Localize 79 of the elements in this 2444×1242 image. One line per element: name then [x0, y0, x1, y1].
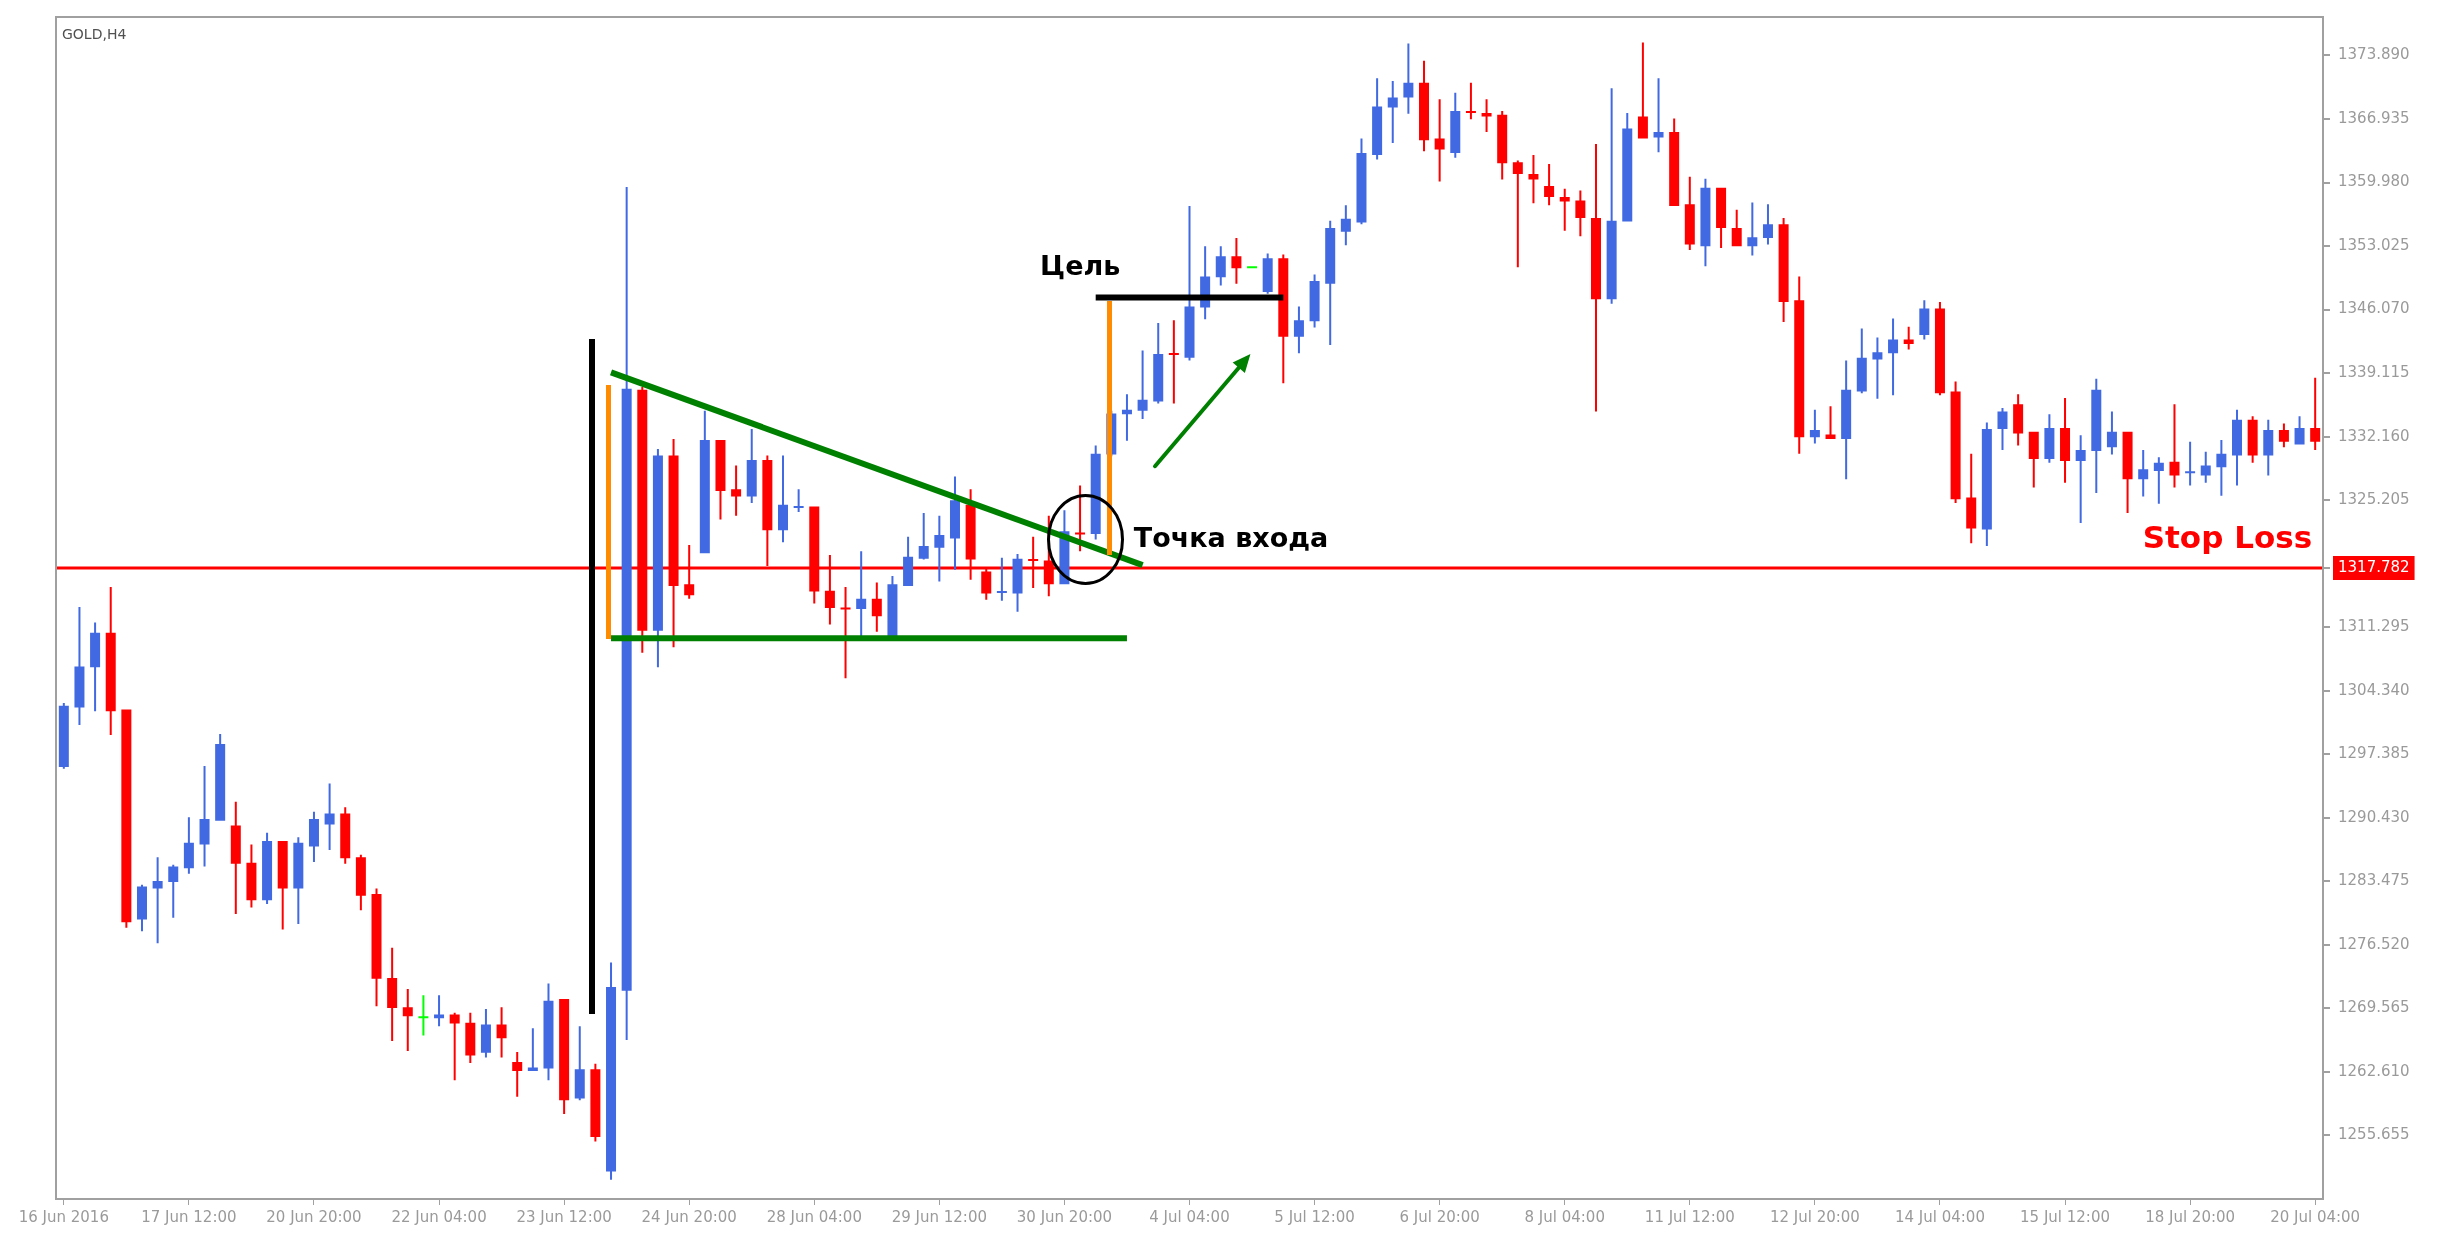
candlestick	[2075, 435, 2086, 524]
x-tick-label: 20 Jul 04:00	[2270, 1207, 2361, 1226]
candlestick	[2169, 404, 2180, 488]
x-tick-label: 30 Jun 20:00	[1016, 1207, 1113, 1226]
y-tick-label: 1304.340	[2338, 680, 2410, 699]
x-tick-label: 22 Jun 04:00	[391, 1207, 487, 1226]
candlestick	[840, 586, 851, 679]
y-tick-label: 1283.475	[2338, 871, 2410, 890]
x-tick-label: 11 Jul 12:00	[1644, 1207, 1735, 1226]
ref-line-label: Stop Loss	[2142, 518, 2313, 555]
x-tick-label: 18 Jul 20:00	[2145, 1207, 2236, 1226]
candlestick	[918, 513, 929, 560]
y-tick-label: 1373.890	[2338, 45, 2410, 64]
candlestick	[1434, 99, 1445, 182]
x-tick-label: 17 Jun 12:00	[141, 1207, 237, 1226]
candlestick	[402, 988, 413, 1052]
candlestick	[2310, 377, 2321, 450]
x-tick-label: 12 Jul 20:00	[1769, 1207, 1860, 1226]
candlestick	[793, 489, 804, 513]
y-tick-label: 1269.565	[2338, 998, 2410, 1017]
candlestick	[418, 995, 429, 1036]
candlestick	[2138, 449, 2149, 497]
x-tick-label: 20 Jun 20:00	[266, 1207, 362, 1226]
y-tick-label: 1366.935	[2338, 108, 2410, 127]
candlestick	[2185, 441, 2196, 486]
y-tick-label: 1262.610	[2338, 1061, 2410, 1080]
candlestick	[1825, 406, 1836, 440]
candlestick	[856, 551, 867, 637]
candlestick	[1528, 154, 1539, 204]
x-tick-label: 8 Jul 04:00	[1524, 1207, 1605, 1226]
annotation: Точка входа	[1133, 522, 1329, 554]
y-tick-label: 1311.295	[2338, 617, 2410, 636]
x-tick-label: 16 Jun 2016	[18, 1207, 109, 1226]
y-tick-label: 1276.520	[2338, 934, 2410, 953]
candlestick	[1231, 238, 1242, 284]
x-tick-label: 23 Jun 12:00	[516, 1207, 612, 1226]
x-tick-label: 24 Jun 20:00	[641, 1207, 737, 1226]
candlestick	[527, 1028, 538, 1072]
candlestick	[1512, 160, 1523, 268]
candlestick	[1653, 78, 1664, 153]
x-tick-label: 15 Jul 12:00	[2020, 1207, 2111, 1226]
annotation: Цель	[1040, 250, 1121, 282]
candlestick	[1481, 99, 1492, 133]
candlestick	[731, 465, 742, 516]
y-tick-label: 1255.655	[2338, 1125, 2410, 1144]
x-tick-label: 28 Jun 04:00	[766, 1207, 862, 1226]
x-tick-label: 4 Jul 04:00	[1149, 1207, 1230, 1226]
candlestick	[449, 1012, 460, 1081]
candlestick	[512, 1051, 523, 1097]
candlestick	[1872, 337, 1883, 399]
candlestick	[934, 515, 945, 582]
candlestick	[1137, 350, 1148, 419]
candlestick	[1465, 82, 1476, 120]
y-tick-label: 1332.160	[2338, 426, 2410, 445]
y-tick-label: 1290.430	[2338, 807, 2410, 826]
x-tick-label: 5 Jul 12:00	[1274, 1207, 1355, 1226]
y-tick-label: 1346.070	[2338, 299, 2410, 318]
candlestick	[1888, 318, 1899, 396]
y-tick-label: 1325.205	[2338, 490, 2410, 509]
candlestick	[152, 857, 163, 944]
y-tick-label: 1317.782	[2338, 557, 2410, 576]
candlestick	[1903, 326, 1914, 350]
candlestick	[2153, 457, 2164, 504]
candlestick	[1168, 320, 1179, 404]
candlestick	[1387, 80, 1398, 144]
x-tick-label: 6 Jul 20:00	[1399, 1207, 1480, 1226]
candlestick	[1559, 188, 1570, 231]
candlestick	[434, 995, 445, 1027]
text: GOLD,H4	[62, 26, 127, 42]
y-tick-label: 1297.385	[2338, 744, 2410, 763]
x-tick-label: 29 Jun 12:00	[891, 1207, 987, 1226]
y-tick-label: 1339.115	[2338, 363, 2410, 381]
candlestick	[996, 557, 1007, 601]
candlestick	[199, 766, 210, 867]
candlestick	[1121, 394, 1132, 441]
y-tick-label: 1359.980	[2338, 172, 2410, 191]
y-tick-label: 1353.025	[2338, 235, 2410, 254]
x-tick-label: 14 Jul 04:00	[1894, 1207, 1985, 1226]
candlestick	[1747, 202, 1758, 256]
